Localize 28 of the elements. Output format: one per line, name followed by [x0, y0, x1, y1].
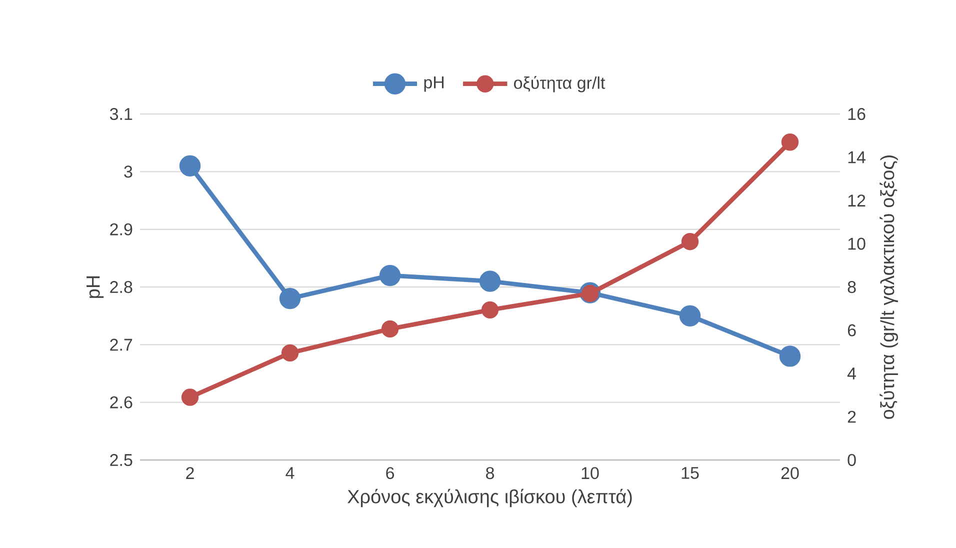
y-tick-label: 3: [124, 166, 132, 178]
y2-tick-label: 12: [848, 194, 866, 206]
x-tick-label: 10: [582, 467, 599, 480]
y2-tick-label: 6: [848, 324, 856, 336]
y-axis-title: pH: [86, 276, 104, 298]
y-tick-label: 2.7: [110, 338, 132, 351]
x-tick-label: 8: [486, 467, 494, 480]
y-tick-label: 3.1: [110, 108, 132, 120]
x-tick-label: 20: [781, 467, 799, 480]
legend-label: pH: [424, 76, 444, 92]
y-tick-label: 2.6: [110, 396, 132, 408]
legend-label: οξύτητα gr/lt: [514, 76, 606, 92]
y2-tick-label: 0: [848, 454, 856, 466]
y2-axis-title: οξύτητα (gr/lt γαλακτικού οξέος): [880, 156, 898, 419]
y2-tick-label: 2: [848, 410, 856, 423]
y2-tick-label: 14: [848, 151, 866, 164]
x-tick-label: 4: [286, 467, 294, 479]
y2-tick-label: 10: [848, 238, 866, 250]
y-tick-label: 2.8: [110, 281, 132, 294]
y-tick-label: 2.9: [110, 223, 132, 236]
x-tick-label: 15: [682, 467, 699, 479]
y2-tick-label: 4: [847, 368, 856, 380]
x-tick-label: 2: [186, 467, 194, 479]
y2-tick-label: 16: [848, 108, 866, 120]
y2-tick-label: 8: [848, 281, 856, 294]
y-tick-label: 2.5: [110, 454, 132, 466]
x-axis-title: Χρόνος εκχύλισης ιβίσκου (λεπτά): [348, 488, 632, 508]
x-tick-label: 6: [386, 467, 394, 480]
